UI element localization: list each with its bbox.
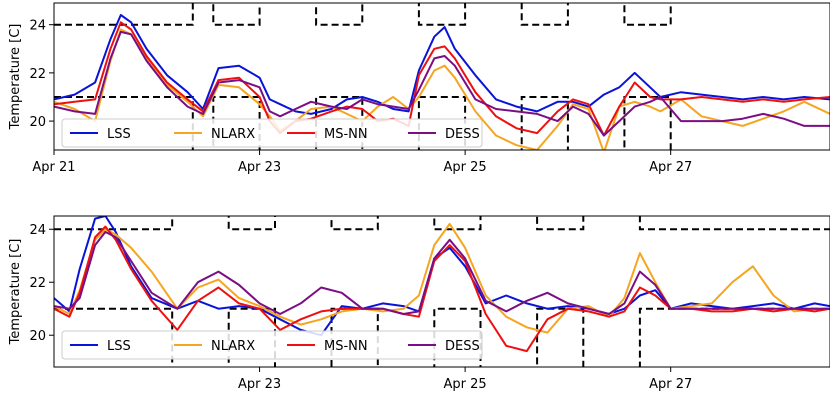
legend-label-nlarx: NLARX (211, 127, 255, 142)
legend: LSS NLARX MS-NN DESS (61, 330, 483, 360)
legend-label-lss: LSS (107, 339, 131, 354)
top-chart-panel: Apr 21 Apr 23 Apr 25 Apr 27 20 22 24 Temperatur… (8, 2, 830, 175)
series-line-dess (54, 230, 830, 315)
legend: LSS NLARX MS-NN DESS (61, 118, 483, 148)
x-tick-label: Apr 25 (444, 160, 487, 175)
y-tick-label: 24 (29, 223, 46, 238)
x-tick-label: Apr 23 (238, 377, 281, 392)
legend-label-ms-nn: MS-NN (324, 339, 368, 354)
y-tick-label: 20 (29, 115, 46, 130)
plot-area (54, 216, 830, 367)
y-tick-label: 22 (29, 67, 46, 82)
x-tick-label: Apr 27 (649, 377, 692, 392)
series-line-nlarx (54, 28, 830, 150)
axes-frame (53, 215, 830, 368)
x-tick-label: Apr 23 (238, 160, 281, 175)
legend-label-nlarx: NLARX (211, 339, 255, 354)
lower-comfort-bound-line (54, 307, 830, 367)
legend-box (61, 330, 483, 360)
series-line-ms-nn (54, 21, 830, 137)
series-line-lss (54, 14, 830, 115)
legend-box (61, 118, 483, 148)
legend-label-lss: LSS (107, 127, 131, 142)
series-line-nlarx (54, 222, 830, 334)
legend-label-dess: DESS (445, 127, 480, 142)
series-line-dess (54, 30, 830, 137)
y-tick-label: 22 (29, 276, 46, 291)
x-tick-label: Apr 21 (32, 160, 75, 175)
y-axis-label: Temperature [C] (8, 24, 23, 131)
legend-label-ms-nn: MS-NN (324, 127, 368, 142)
y-axis-label: Temperature [C] (8, 239, 23, 346)
x-tick-label: Apr 27 (649, 160, 692, 175)
upper-comfort-bound-line (54, 3, 672, 26)
axes-frame (53, 2, 830, 151)
y-tick-label: 24 (29, 19, 46, 34)
y-tick-label: 20 (29, 329, 46, 344)
x-tick-label: Apr 25 (444, 377, 487, 392)
legend-label-dess: DESS (445, 339, 480, 354)
bottom-chart-panel: Apr 23 Apr 25 Apr 27 20 22 24 Temperature [C] L… (8, 215, 830, 392)
